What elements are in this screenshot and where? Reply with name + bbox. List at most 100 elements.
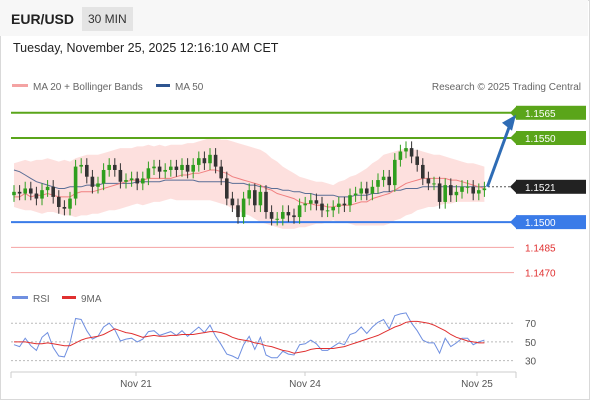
candle-body-77	[443, 185, 447, 202]
candle-body-40	[236, 205, 240, 218]
candle-body-73	[421, 164, 425, 179]
candle-body-48	[281, 212, 285, 219]
candle-body-57	[331, 206, 335, 211]
rsi-tick-70: 70	[525, 319, 537, 330]
level-tag-1	[516, 131, 586, 146]
candle-body-84	[482, 188, 487, 191]
rsi-panel: 70 50 30	[11, 312, 537, 368]
level-label-2: 1.1521	[525, 183, 556, 194]
candle-body-5	[40, 190, 44, 199]
candle-body-83	[477, 190, 481, 194]
candle-body-13	[85, 164, 89, 177]
candle-body-29	[174, 166, 179, 170]
level-tag-0	[516, 105, 586, 120]
candle-body-68	[393, 159, 397, 186]
candle-body-28	[169, 166, 173, 170]
candle-body-51	[297, 205, 302, 218]
x-tick-label-1: Nov 24	[289, 379, 321, 390]
candle-body-61	[353, 193, 358, 196]
target-arrow-head	[502, 114, 516, 131]
candle-body-0	[12, 191, 16, 196]
candle-body-22	[135, 178, 139, 184]
candle-body-16	[101, 169, 106, 184]
level-tag-3	[516, 215, 586, 230]
candle-body-49	[286, 212, 291, 216]
candle-body-47	[275, 218, 279, 220]
candle-body-55	[320, 203, 324, 211]
candle-body-62	[359, 188, 363, 194]
rsi-legend-label: RSI	[33, 294, 50, 305]
level-label-4: 1.1485	[525, 243, 556, 254]
candle-body-7	[51, 186, 55, 197]
candle-body-11	[73, 166, 78, 199]
candle-body-38	[225, 178, 229, 199]
candle-body-74	[426, 178, 431, 184]
candle-body-35	[208, 154, 212, 164]
candle-body-14	[90, 176, 95, 187]
candle-body-52	[303, 203, 307, 206]
timestamp: Tuesday, November 25, 2025 12:16:10 AM C…	[13, 41, 279, 55]
candle-body-23	[141, 178, 145, 184]
candle-body-65	[376, 180, 380, 187]
candle-body-79	[454, 191, 459, 196]
ma20-legend-swatch	[12, 84, 28, 87]
candle-body-32	[191, 164, 195, 172]
level-tag-pointer-1	[510, 132, 516, 145]
candle-body-30	[180, 164, 184, 170]
candle-body-39	[230, 198, 235, 206]
candle-body-60	[348, 195, 352, 206]
candle-body-20	[124, 180, 128, 182]
candle-body-53	[309, 200, 313, 204]
candle-body-78	[449, 185, 453, 196]
candle-body-1	[17, 191, 22, 194]
candle-body-76	[437, 183, 442, 202]
rsi-line	[13, 312, 485, 360]
candle-body-26	[157, 166, 162, 172]
candle-body-34	[202, 158, 207, 164]
candle-body-21	[129, 178, 134, 181]
candle-body-67	[387, 176, 391, 186]
candle-body-8	[57, 196, 61, 207]
ma50-legend-label: MA 50	[175, 82, 204, 93]
ma20-legend-label: MA 20 + Bollinger Bands	[33, 82, 143, 93]
x-tick-label-2: Nov 25	[461, 379, 493, 390]
candle-body-70	[404, 148, 408, 152]
candle-body-54	[314, 200, 319, 204]
x-tick-label-0: Nov 21	[120, 379, 152, 390]
candle-body-25	[152, 166, 156, 169]
candle-body-71	[409, 148, 414, 157]
candle-body-6	[45, 186, 50, 191]
level-label-5: 1.1470	[525, 269, 556, 280]
candle-body-33	[197, 158, 201, 165]
level-label-1: 1.1550	[525, 134, 556, 145]
candle-body-50	[292, 215, 296, 218]
candle-body-72	[415, 156, 419, 165]
candle-body-59	[342, 203, 347, 206]
rsi-tick-50: 50	[525, 338, 537, 349]
level-tag-2	[516, 179, 586, 194]
candle-body-82	[471, 186, 475, 194]
candle-body-2	[23, 188, 27, 194]
candle-body-9	[62, 206, 67, 209]
candle-body-37	[219, 166, 223, 179]
rsi-ma-line	[14, 320, 485, 354]
candle-body-19	[118, 169, 123, 182]
rsi-ma-legend-swatch	[62, 296, 76, 299]
rsi-ma-legend-label: 9MA	[81, 294, 102, 305]
header-bar: EUR/USD 30 MIN	[0, 0, 588, 36]
ma50-legend-swatch	[156, 84, 170, 87]
rsi-tick-30: 30	[525, 357, 537, 368]
candle-body-81	[465, 186, 470, 188]
candle-body-80	[460, 186, 464, 192]
x-tick-labels: Nov 21 Nov 24 Nov 25	[120, 372, 493, 390]
candle-body-12	[79, 164, 83, 167]
candle-body-31	[185, 164, 190, 172]
candle-body-36	[213, 154, 218, 167]
rsi-legend-swatch	[12, 296, 28, 299]
candle-body-24	[146, 168, 151, 179]
candle-body-63	[365, 188, 369, 194]
level-label-3: 1.1500	[525, 218, 556, 229]
timeframe-button[interactable]: 30 MIN	[82, 7, 133, 31]
candle-body-66	[381, 176, 386, 181]
